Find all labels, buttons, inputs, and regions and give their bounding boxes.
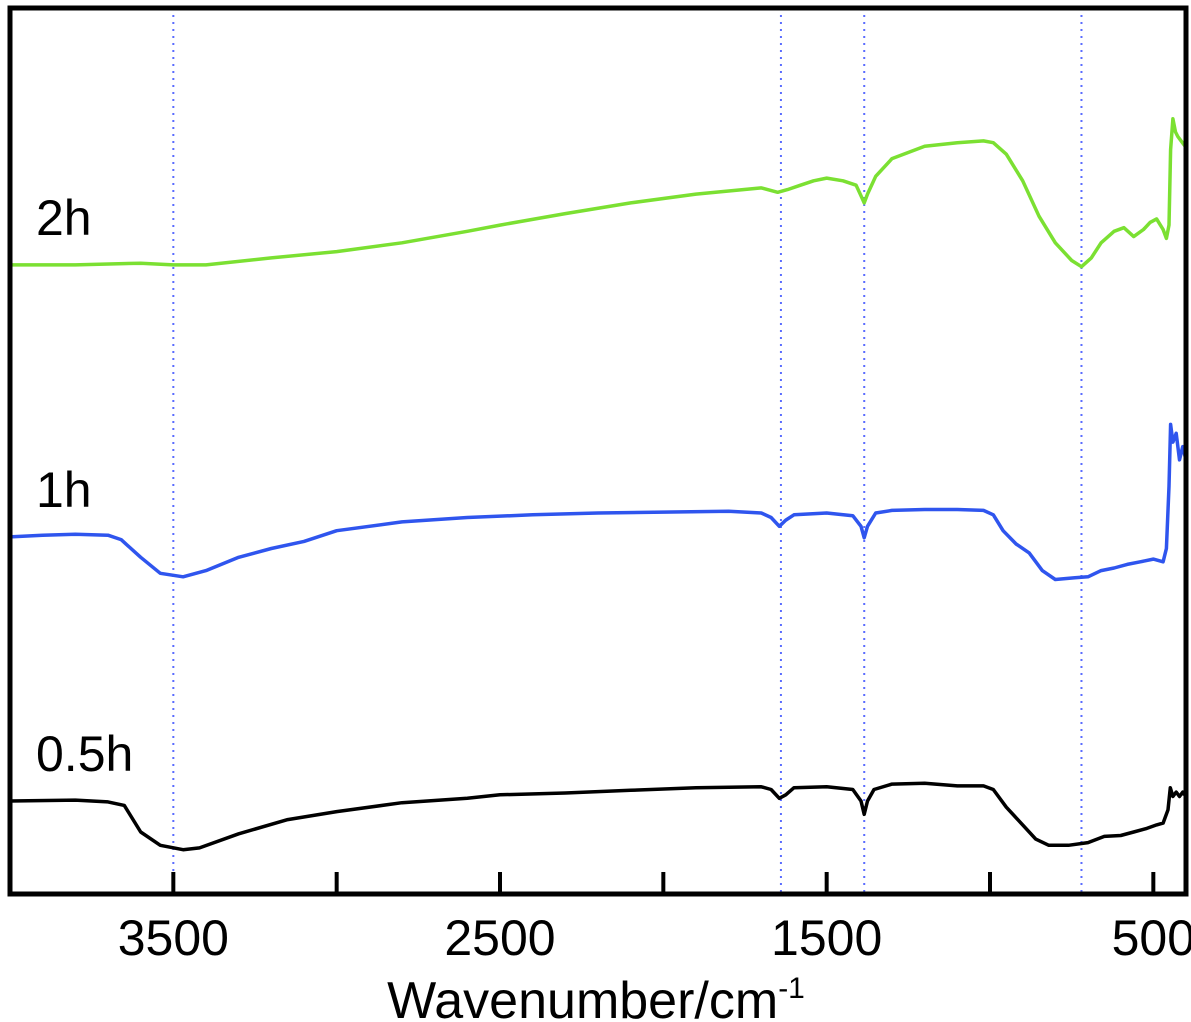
reference-lines (172, 8, 1083, 894)
series-label-2h: 2h (36, 190, 92, 246)
x-tick-label-2500: 2500 (444, 910, 555, 966)
x-axis-title: Wavenumber/cm-1 (387, 972, 805, 1022)
series-label-0-5h: 0.5h (36, 726, 133, 782)
series-labels: 0.5h 1h 2h (36, 190, 133, 782)
series-line-2h (10, 117, 1188, 269)
x-tick-label-3500: 3500 (118, 910, 229, 966)
series-label-1h: 1h (36, 462, 92, 518)
x-axis-ticks: 3500 2500 1500 500 (118, 872, 1191, 966)
series-line-0-5h (9, 781, 1188, 852)
series-line-1h (9, 422, 1188, 582)
plot-frame (7, 5, 1189, 897)
x-tick-label-500: 500 (1112, 910, 1191, 966)
x-tick-label-1500: 1500 (771, 910, 882, 966)
series-layer (9, 117, 1188, 852)
